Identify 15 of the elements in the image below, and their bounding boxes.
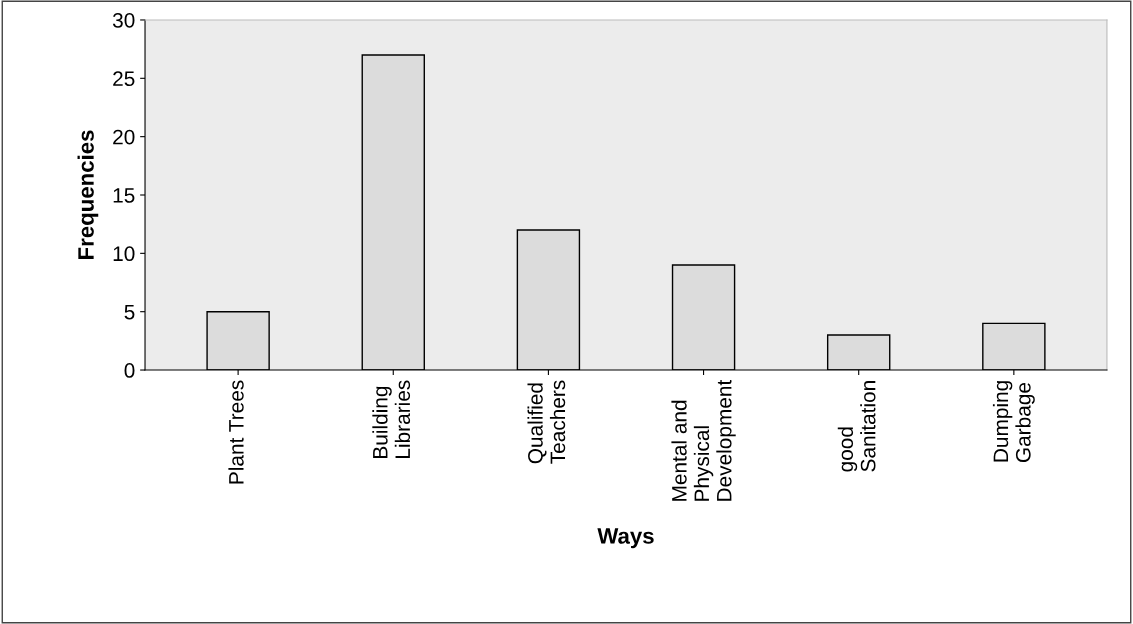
y-axis-title: Frequencies: [77, 130, 99, 259]
x-tick-label: good Sanitation: [837, 381, 876, 472]
x-tick-label: Building Libraries: [372, 380, 411, 458]
y-tick-label: 0: [124, 363, 135, 378]
x-tick-label: Qualified Teachers: [527, 380, 566, 464]
y-tick-label: 15: [113, 188, 135, 203]
x-tick-label: Dumping Garbage: [992, 381, 1035, 463]
x-axis-title: Ways: [597, 528, 654, 549]
x-tick-label: Mental and Physical Development: [671, 379, 736, 501]
y-tick-label: 10: [113, 246, 135, 262]
y-tick-label: 25: [113, 71, 135, 87]
x-tick-label: Plant Trees: [228, 380, 244, 484]
y-tick-label: 5: [124, 304, 135, 320]
y-tick-label: 20: [113, 129, 135, 145]
y-tick-label: 30: [112, 12, 135, 28]
